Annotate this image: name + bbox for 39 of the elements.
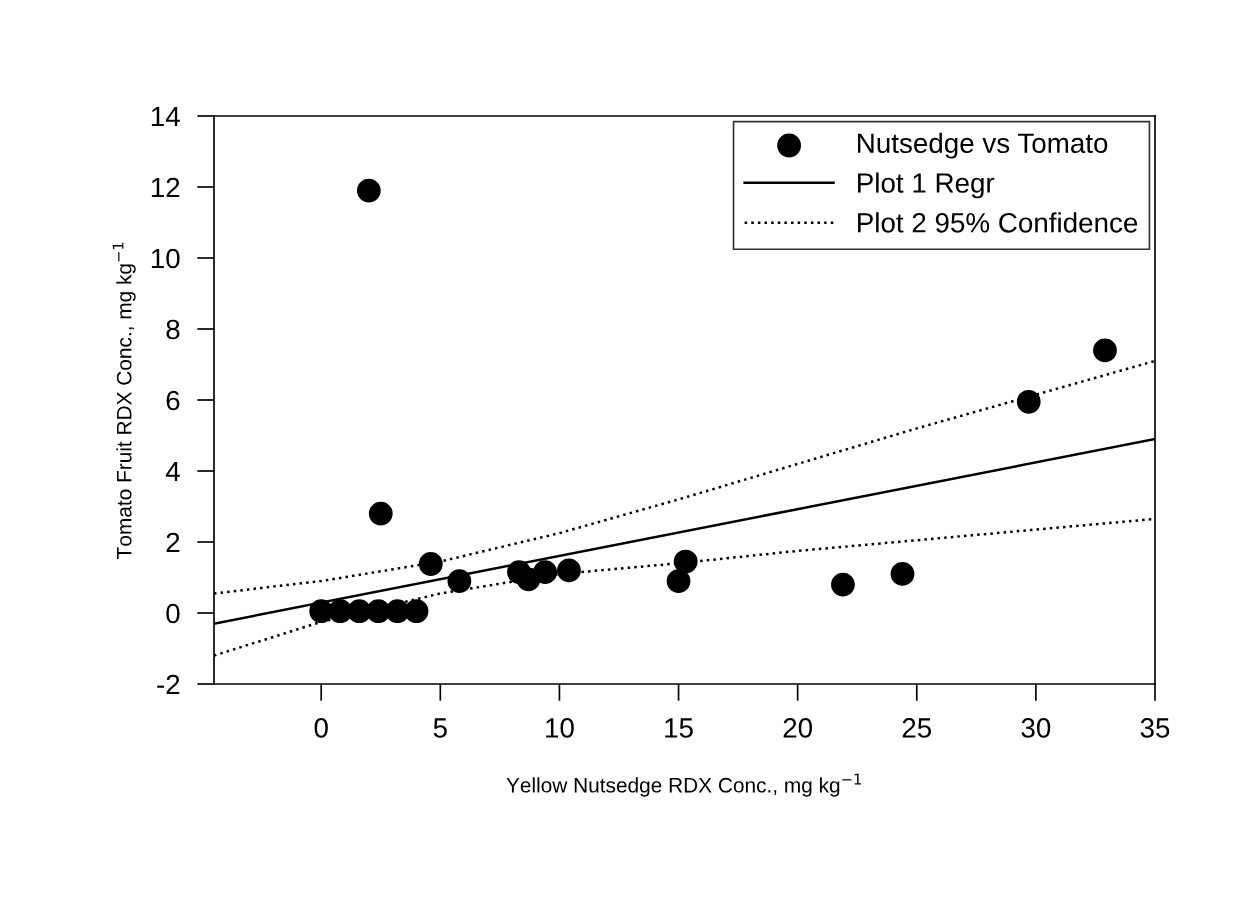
point bbox=[366, 599, 391, 624]
y-tick-label: -2 bbox=[157, 674, 180, 695]
y-tick-label: 4 bbox=[165, 461, 180, 482]
x-tick-label: 15 bbox=[665, 718, 693, 738]
x-tick-label: 10 bbox=[546, 718, 574, 738]
y-tick-label: 10 bbox=[151, 248, 180, 269]
x-tick-label: 30 bbox=[1021, 718, 1051, 738]
y-tick-label: 8 bbox=[166, 319, 180, 340]
x-tick-label: 0 bbox=[314, 718, 328, 738]
point bbox=[831, 572, 855, 597]
point bbox=[309, 599, 334, 624]
point bbox=[890, 562, 915, 586]
point bbox=[347, 599, 372, 624]
point bbox=[666, 569, 691, 593]
y-tick-label: 6 bbox=[166, 390, 180, 411]
y-tick-label: 2 bbox=[166, 532, 180, 553]
point bbox=[557, 558, 581, 583]
x-tick-label: 25 bbox=[902, 718, 932, 738]
y-tick-label: 0 bbox=[166, 603, 180, 624]
point bbox=[1093, 338, 1117, 363]
point bbox=[356, 178, 381, 203]
y-tick-label: 12 bbox=[151, 177, 180, 198]
x-tick-label: 20 bbox=[783, 718, 813, 738]
point bbox=[1016, 389, 1041, 414]
point bbox=[385, 599, 410, 624]
point bbox=[368, 501, 393, 526]
point bbox=[447, 569, 472, 593]
x-tick-label: 5 bbox=[433, 718, 447, 738]
point bbox=[533, 560, 558, 585]
legend-label: Plot 1 Regr bbox=[858, 172, 995, 199]
legend-label: Plot 2 95% Confidence bbox=[858, 212, 1138, 233]
y-tick-label: 14 bbox=[151, 106, 180, 127]
point bbox=[673, 549, 698, 574]
x-tick-label: 35 bbox=[1140, 718, 1170, 738]
legend-label: Nutsedge vs Tomato bbox=[858, 132, 1108, 159]
x-axis-title: Yellow Nutsedge RDX Conc., mg kg$^{−1}$ bbox=[506, 773, 861, 797]
point bbox=[418, 552, 443, 576]
y-axis-title: Tomato Fruit RDX Conc., mg kg$^{−1}$ bbox=[112, 242, 136, 559]
point bbox=[404, 599, 429, 624]
